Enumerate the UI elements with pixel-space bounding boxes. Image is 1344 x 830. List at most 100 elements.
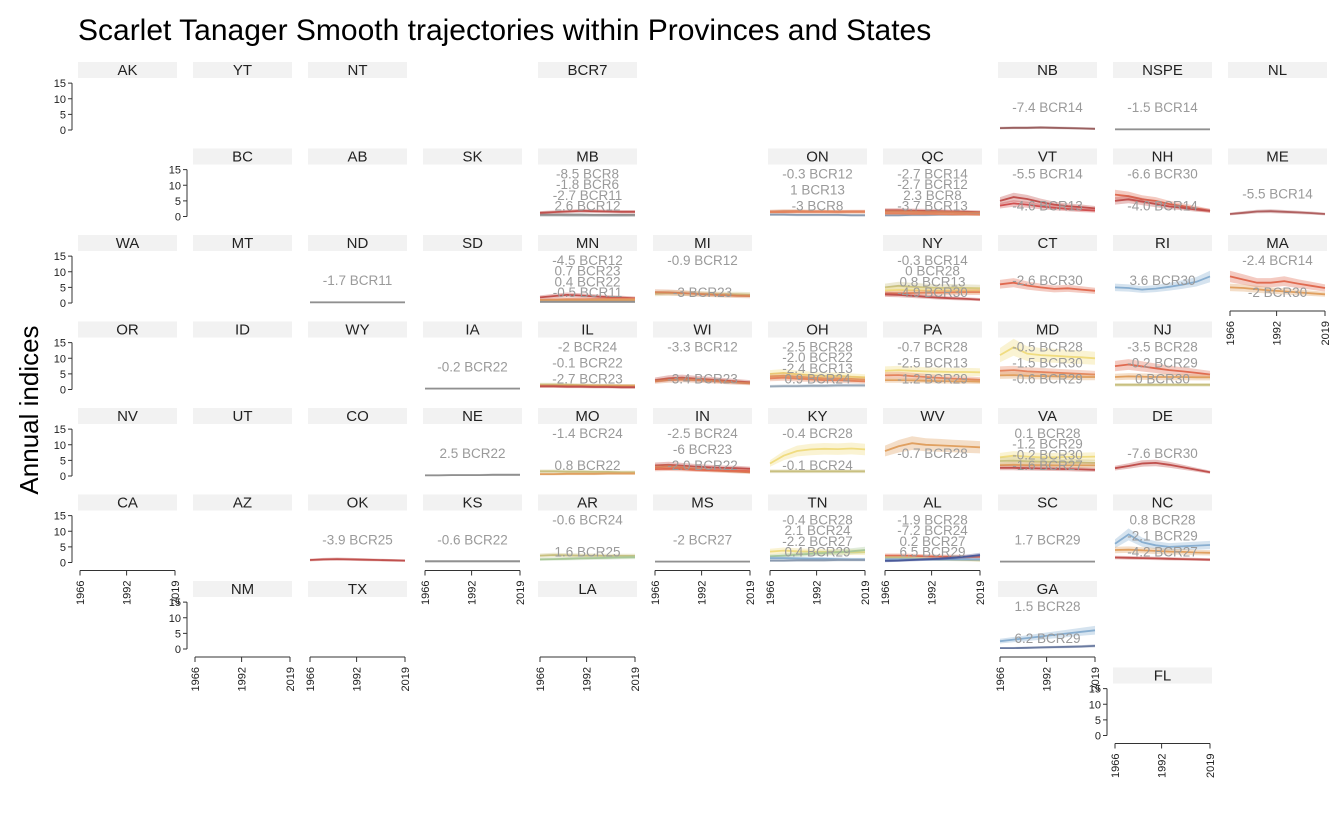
series-label: -1.2 BCR29 [1012, 437, 1083, 452]
series-label: -0.5 BCR11 [553, 285, 623, 300]
x-tick-label: 1966 [535, 667, 547, 691]
series-label: 1.6 BCR25 [554, 545, 620, 560]
series-line [770, 210, 865, 214]
y-tick-label: 0 [1095, 731, 1101, 743]
panel-title: MA [1266, 235, 1289, 252]
y-tick-label: 10 [1089, 699, 1101, 711]
series-label: -0.6 BCR22 [437, 533, 508, 548]
series-label: -0.9 BCR12 [667, 253, 738, 268]
strip-background [308, 494, 407, 511]
strip-background [193, 581, 292, 597]
panel-title: MI [694, 235, 711, 252]
series-band [1000, 338, 1095, 365]
series-label: -7.4 BCR14 [1012, 100, 1083, 115]
x-tick-label: 1992 [1272, 321, 1284, 345]
strip-background [538, 494, 637, 511]
series-label: -1.9 BCR28 [897, 513, 968, 528]
series-label: -3.3 BCR12 [667, 340, 738, 355]
panel-title: NE [462, 408, 483, 425]
panel-az: AZ [193, 494, 292, 512]
y-tick-label: 5 [60, 369, 66, 381]
series-label: -0.7 BCR28 [897, 446, 968, 461]
strip-background [308, 408, 407, 424]
strip-background [653, 321, 752, 338]
x-tick-label: 1992 [1042, 667, 1054, 691]
x-tick-label: 1992 [812, 581, 824, 605]
strip-background [998, 494, 1097, 511]
panel-title: NV [117, 408, 138, 425]
series-label: -2.5 BCR13 [897, 356, 968, 371]
panel-sk: SK [423, 148, 522, 166]
series-line [654, 291, 751, 297]
series-label: 6.5 BCR29 [899, 545, 965, 560]
panel-title: IN [695, 408, 710, 425]
series-line [884, 293, 981, 301]
series-line [884, 284, 981, 290]
y-tick-label: 10 [54, 440, 66, 452]
panel-vt: VT-5.5 BCR14 -4.6 BCR13 [998, 148, 1097, 214]
strip-background [423, 494, 522, 511]
panel-title: NH [1152, 149, 1174, 166]
series-line [999, 202, 1096, 212]
panel-ok: OK -3.9 BCR25 [308, 494, 407, 562]
series-label: -1.7 BCR11 [323, 273, 393, 288]
series-line [770, 213, 865, 217]
series-line [999, 463, 1095, 467]
panel-nt: NT [308, 62, 407, 79]
panel-ma: MA 1966 1992 2019 -2.4 BCR14 -2 BCR30 [1225, 235, 1332, 345]
panel-nc: NC0.8 BCR28-2.1 BCR29-4.2 BCR27 [1113, 494, 1212, 562]
panel-title: AR [577, 495, 598, 512]
panel-nh: NH-6.6 BCR30 -4.0 BCR14 [1113, 148, 1212, 214]
x-tick-label: 2019 [975, 581, 987, 605]
series-label: -4.6 BCR13 [1012, 199, 1083, 214]
series-label: -2.0 BCR22 [667, 458, 738, 473]
panel-title: NC [1152, 495, 1174, 512]
series-label: 0.4 BCR22 [554, 274, 620, 289]
y-tick-label: 0 [175, 212, 181, 224]
strip-background [653, 235, 752, 251]
series-line [654, 378, 751, 385]
panel-md: MD-0.5 BCR28-1.5 BCR30-0.6 BCR29 [998, 321, 1097, 387]
x-tick-label: 1966 [995, 667, 1007, 691]
panel-title: LA [578, 581, 596, 598]
panel-pa: PA-0.7 BCR28-2.5 BCR13-1.2 BCR29 [883, 321, 982, 387]
series-line [770, 559, 865, 562]
series-line [884, 291, 980, 295]
series-line [999, 459, 1096, 464]
series-line [999, 126, 1096, 130]
panel-title: NM [231, 581, 254, 598]
strip-background [998, 321, 1097, 338]
strip-background [423, 408, 522, 424]
panel-ia: IA -0.2 BCR22 [423, 321, 522, 390]
y-tick-label: 5 [175, 628, 181, 640]
series-line [884, 369, 981, 374]
panel-ar: AR-0.6 BCR24 1.6 BCR25 [538, 494, 637, 561]
y-tick-label: 0 [175, 644, 181, 656]
panel-title: ON [806, 149, 829, 166]
panel-title: NL [1268, 62, 1287, 79]
panel-title: MN [576, 235, 599, 252]
series-label: -2 BCR27 [673, 533, 732, 548]
series-label: 6.2 BCR29 [1014, 631, 1080, 646]
strip-background [653, 494, 752, 511]
series-label: -1.5 BCR30 [1012, 356, 1083, 371]
series-label: 2.3 BCR8 [903, 188, 962, 203]
series-label: -2.5 BCR28 [782, 340, 853, 355]
panel-nb: NB -7.4 BCR14 [998, 62, 1097, 130]
panel-ab: AB [308, 148, 407, 166]
series-label: 0.4 BCR29 [784, 545, 850, 560]
x-tick-label: 2019 [1320, 321, 1332, 345]
panel-title: MD [1036, 322, 1059, 339]
panel-title: AB [347, 149, 367, 166]
series-label: -1.4 BCR24 [552, 426, 623, 441]
series-line [1229, 210, 1326, 215]
y-tick-label: 10 [54, 94, 66, 106]
series-line [1114, 533, 1211, 548]
panel-fl: FL 0 5 10 15 1966 1992 2019 [1089, 667, 1217, 778]
panel-ga: GA 1966 1992 2019 1.5 BCR28 6.2 BCR29 [995, 581, 1102, 691]
